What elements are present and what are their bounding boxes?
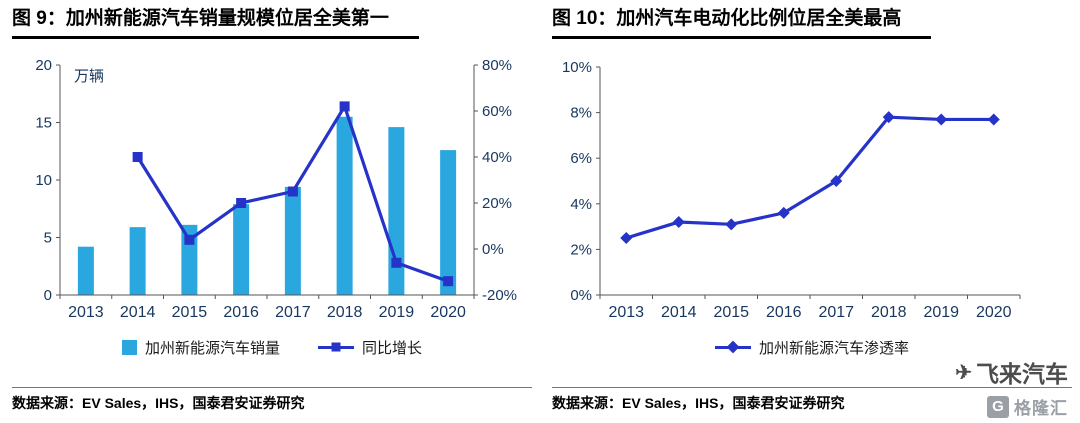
line-diamond-swatch-icon [714,340,751,354]
figure10-panel: 图 10：加州汽车电动化比例位居全美最高 0% 2% 4% 6% 8% 10% 2013 20… [540,0,1080,423]
figure10-source: 数据来源：EV Sales，IHS，国泰君安证券研究 [552,387,1072,415]
legend-item-yoy: 同比增长 [318,337,422,358]
figure9-legend: 加州新能源汽车销量 同比增长 [12,337,532,358]
svg-text:万辆: 万辆 [74,68,104,85]
svg-text:6%: 6% [570,150,592,167]
svg-text:40%: 40% [482,149,512,166]
figure9-source: 数据来源：EV Sales，IHS，国泰君安证券研究 [12,387,532,415]
svg-text:2013: 2013 [608,304,644,321]
figure9-title: 图 9：加州新能源汽车销量规模位居全美第一 [12,6,419,39]
svg-text:2019: 2019 [923,304,959,321]
gelonghui-g-icon: G [987,395,1009,418]
svg-text:2015: 2015 [172,304,208,321]
svg-text:2013: 2013 [68,304,104,321]
svg-text:8%: 8% [570,104,592,121]
svg-text:60%: 60% [482,103,512,120]
legend-item-penetration: 加州新能源汽车渗透率 [714,337,909,358]
figure10-title: 图 10：加州汽车电动化比例位居全美最高 [552,6,932,39]
svg-text:2017: 2017 [818,304,854,321]
legend-label-penetration: 加州新能源汽车渗透率 [758,339,909,357]
svg-text:2019: 2019 [379,304,415,321]
gelonghui-logo: G 格隆汇 [955,394,1068,419]
svg-text:4%: 4% [570,196,592,213]
svg-text:2020: 2020 [976,304,1012,321]
svg-text:80%: 80% [482,57,512,74]
watermark-brand-text: 飞来汽车 [976,361,1068,387]
svg-text:20%: 20% [482,195,512,212]
plane-icon: ✈ [955,361,972,384]
svg-text:-20%: -20% [482,287,517,304]
svg-text:2014: 2014 [661,304,697,321]
square-marker-icon [331,342,341,352]
legend-label-sales: 加州新能源汽车销量 [144,339,280,357]
svg-text:0%: 0% [482,241,504,258]
svg-text:20: 20 [35,57,52,74]
svg-text:5: 5 [44,229,52,246]
figure10-legend: 加州新能源汽车渗透率 [552,337,1072,358]
svg-text:2%: 2% [570,241,592,258]
watermark: ✈ 飞来汽车 G 格隆汇 [955,355,1068,419]
line-series-swatch-icon [318,342,354,352]
bar-series-swatch-icon [121,339,137,355]
legend-label-yoy: 同比增长 [362,339,423,357]
feilai-auto-watermark: ✈ 飞来汽车 [955,355,1068,389]
svg-text:0%: 0% [570,287,592,304]
svg-text:2014: 2014 [120,304,156,321]
svg-text:10: 10 [35,172,52,189]
california-ev-sales-combo-chart: 0 5 10 15 20 -20% 0% 20% 40% 60% 80% 2013 2014 2015 20… [35,57,517,321]
svg-text:2016: 2016 [223,304,259,321]
figure9-panel: 图 9：加州新能源汽车销量规模位居全美第一 0 5 10 15 20 -20% 0% 20% 4… [12,6,532,415]
svg-text:15: 15 [35,114,52,131]
svg-text:2016: 2016 [766,304,802,321]
svg-text:2015: 2015 [713,304,749,321]
svg-text:0: 0 [44,287,52,304]
diamond-marker-icon [726,340,740,354]
svg-text:2018: 2018 [327,304,363,321]
legend-item-sales: 加州新能源汽车销量 [121,337,280,358]
california-ev-penetration-line-chart: 0% 2% 4% 6% 8% 10% 2013 2014 2015 2016 2017 2018 201… [562,59,1021,321]
svg-text:2020: 2020 [430,304,466,321]
gelonghui-logo-text: 格隆汇 [1014,399,1068,418]
svg-text:2018: 2018 [871,304,907,321]
svg-text:10%: 10% [562,59,592,76]
svg-text:2017: 2017 [275,304,311,321]
